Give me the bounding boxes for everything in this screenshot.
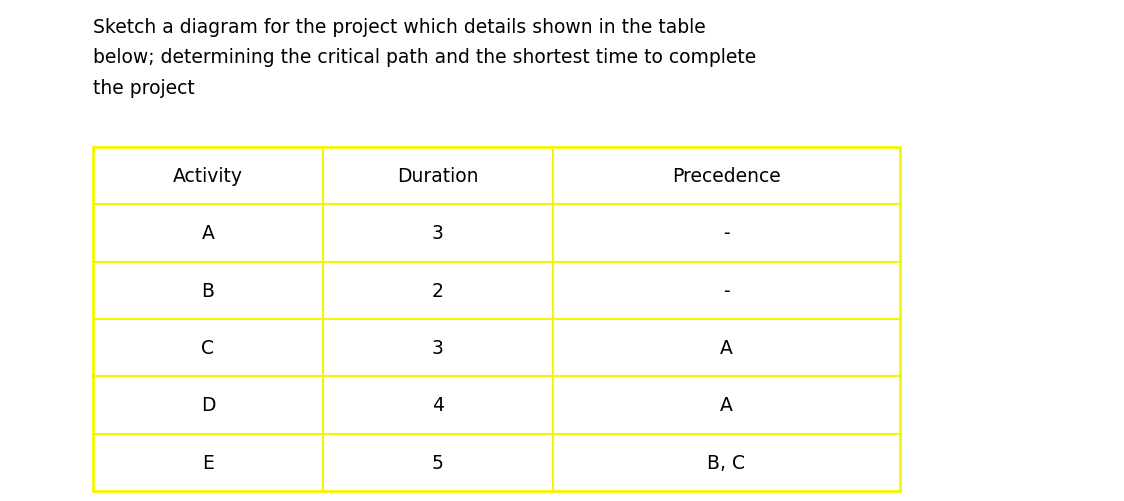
Text: A: A (201, 224, 215, 243)
Text: Sketch a diagram for the project which details shown in the table
below; determi: Sketch a diagram for the project which d… (93, 18, 756, 97)
Text: A: A (720, 396, 733, 415)
Text: 4: 4 (432, 396, 444, 415)
Text: 3: 3 (432, 339, 444, 357)
Text: A: A (720, 339, 733, 357)
Text: C: C (201, 339, 215, 357)
Text: Duration: Duration (397, 167, 479, 186)
Text: 5: 5 (432, 453, 444, 472)
Text: 3: 3 (432, 224, 444, 243)
Text: Activity: Activity (173, 167, 243, 186)
Text: -: - (723, 281, 729, 300)
Bar (93, 148, 900, 491)
Text: -: - (723, 224, 729, 243)
Text: E: E (202, 453, 214, 472)
Text: 2: 2 (432, 281, 444, 300)
Text: B, C: B, C (707, 453, 745, 472)
Text: Precedence: Precedence (672, 167, 781, 186)
Text: B: B (201, 281, 215, 300)
Text: D: D (201, 396, 216, 415)
